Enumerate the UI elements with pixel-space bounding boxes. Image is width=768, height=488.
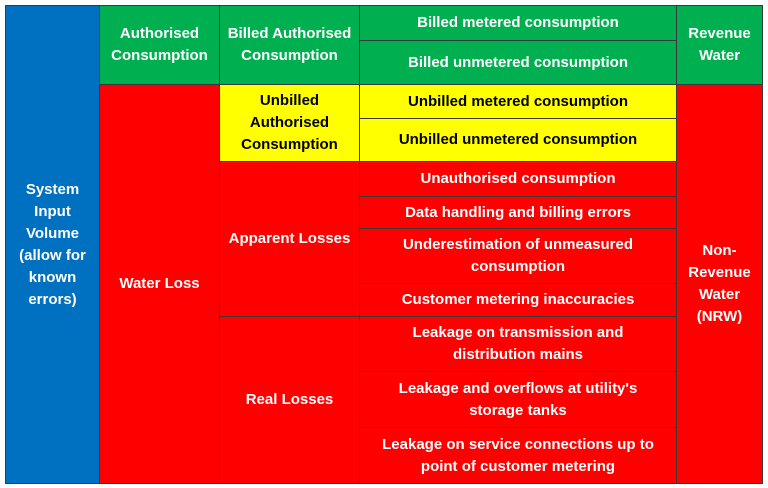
unbilled-cell: Unbilled Authorised Consumption bbox=[219, 84, 360, 162]
apparent-losses-cell: Apparent Losses bbox=[219, 161, 360, 317]
component-cell: Unauthorised consumption bbox=[359, 161, 677, 197]
system-input-cell: System Input Volume (allow for known err… bbox=[5, 5, 100, 484]
authorised-consumption-cell: Authorised Consumption bbox=[99, 5, 220, 85]
component-cell: Billed metered consumption bbox=[359, 5, 677, 41]
component-cell: Leakage and overflows at utility's stora… bbox=[359, 371, 677, 428]
component-cell: Leakage on service connections up to poi… bbox=[359, 427, 677, 484]
component-cell: Underestimation of unmeasured consumptio… bbox=[359, 228, 677, 284]
non-revenue-water-cell: Non-Revenue Water (NRW) bbox=[676, 84, 763, 484]
component-cell: Customer metering inaccuracies bbox=[359, 283, 677, 317]
component-cell: Leakage on transmission and distribution… bbox=[359, 316, 677, 372]
water-loss-cell: Water Loss bbox=[99, 84, 220, 484]
component-cell: Billed unmetered consumption bbox=[359, 40, 677, 85]
component-cell: Unbilled metered consumption bbox=[359, 84, 677, 119]
billed-cell: Billed Authorised Consumption bbox=[219, 5, 360, 85]
component-cell: Unbilled unmetered consumption bbox=[359, 118, 677, 162]
real-losses-cell: Real Losses bbox=[219, 316, 360, 484]
component-cell: Data handling and billing errors bbox=[359, 196, 677, 229]
revenue-water-cell: Revenue Water bbox=[676, 5, 763, 85]
